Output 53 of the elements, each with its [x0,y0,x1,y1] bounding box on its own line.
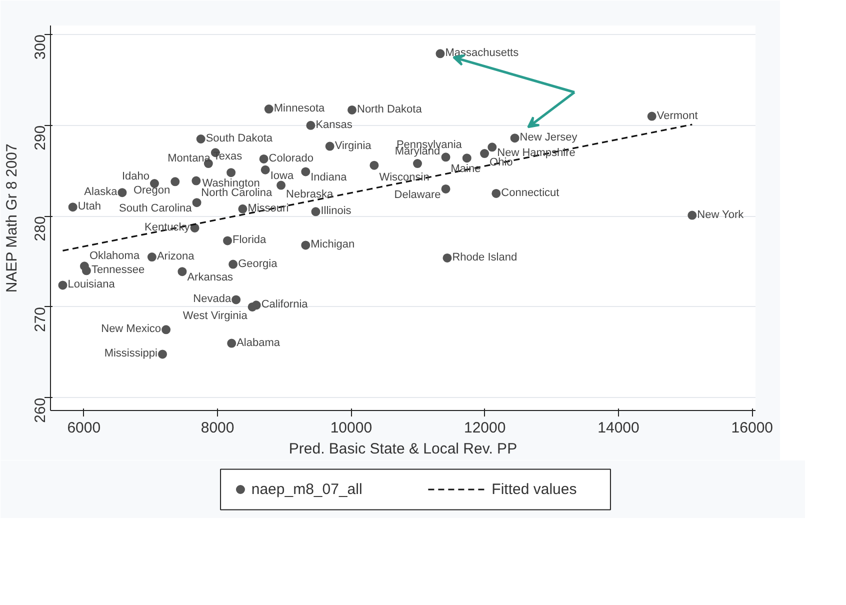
legend-label: Fitted values [492,481,577,498]
x-tick-label: 10000 [330,420,372,436]
y-tick-label: 260 [32,398,49,423]
y-axis-title: NAEP Math Gr 8 2007 [4,144,20,293]
data-label: North Dakota [357,103,423,116]
data-label: Oregon [133,184,170,197]
data-label: Alabama [236,336,281,349]
data-label: Illinois [320,205,352,218]
x-tick-label: 8000 [200,420,234,436]
data-label: Montana [168,152,212,165]
data-label: Virginia [334,140,372,152]
data-label: Michigan [310,238,355,251]
data-label: Massachusetts [445,47,520,60]
data-label: Vermont [656,110,698,122]
data-label: Mississippi [104,348,158,360]
data-label: Rhode Island [452,251,518,264]
data-label: Colorado [268,152,314,164]
data-label: Connecticut [501,186,560,199]
legend-label: naep_m8_07_all [251,481,362,498]
data-label: Tennessee [91,264,145,276]
data-label: South Dakota [206,132,274,144]
data-label: Arizona [156,250,196,263]
data-label: Oklahoma [89,250,140,262]
x-tick-label: 12000 [464,420,506,436]
data-label: Georgia [238,258,278,270]
data-label: Kansas [316,118,353,131]
y-tick-label: 300 [32,34,49,60]
x-tick-label: 14000 [598,420,640,436]
data-label: Iowa [270,170,294,182]
data-label: New Mexico [101,323,162,336]
x-tick-label: 6000 [67,420,101,436]
data-label: New Jersey [520,132,578,144]
data-label: Louisiana [68,278,116,291]
data-label: Utah [78,200,102,213]
data-label: New York [697,208,744,221]
data-label: Delaware [394,188,441,201]
data-label: Arkansas [187,272,234,284]
data-label: Minnesota [274,102,326,115]
data-label: California [261,298,309,311]
data-label: Alaska [84,186,118,198]
data-label: Florida [232,234,268,246]
data-label: Idaho [122,170,150,182]
data-label: Nebraska [286,188,334,200]
y-tick-label: 270 [32,306,49,332]
data-label: South Carolina [119,202,193,215]
data-label: West Virginia [182,310,248,322]
x-axis-title: Pred. Basic State & Local Rev. PP [288,440,518,458]
y-tick-label: 280 [32,216,49,242]
x-tick-label: 16000 [731,420,774,436]
data-label: Wisconsin [379,171,430,184]
data-label: Nevada [193,293,232,306]
y-tick-label: 290 [32,125,49,150]
data-label: Indiana [310,172,348,184]
